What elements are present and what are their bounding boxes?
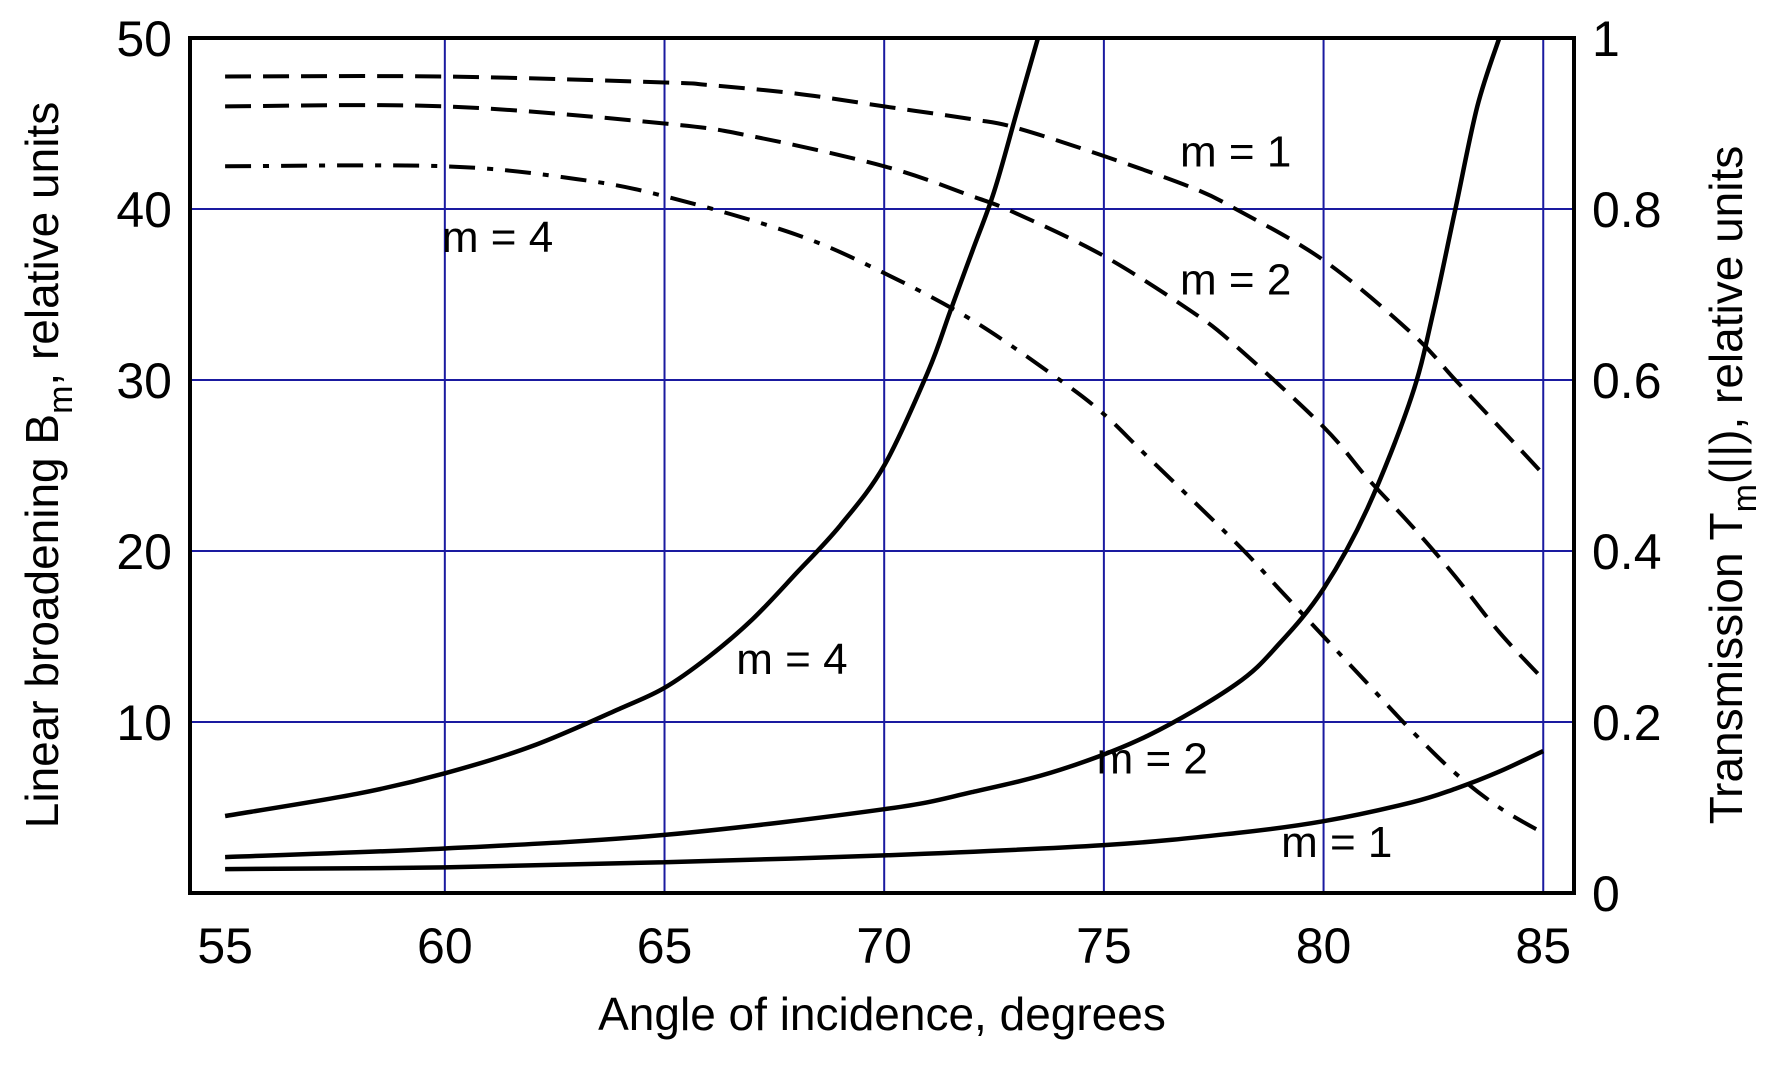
y-left-tick-label: 40 xyxy=(116,182,172,238)
y-left-tick-label: 30 xyxy=(116,353,172,409)
y-right-tick-label: 0 xyxy=(1592,866,1620,922)
x-tick-label: 65 xyxy=(637,918,693,974)
grid xyxy=(190,38,1574,893)
series-dashed-m1 xyxy=(225,74,1545,476)
tick-labels: 55 60 65 70 75 80 85 10 20 30 40 50 0 0.2 0.4 0.6 0.8 1 xyxy=(116,11,1661,974)
series-solid-m1 xyxy=(225,749,1545,872)
y-right-tick-label: 0.8 xyxy=(1592,182,1662,238)
y-left-tick-label: 20 xyxy=(116,524,172,580)
curve-label: m = 4 xyxy=(736,635,847,684)
x-tick-label: 55 xyxy=(197,918,253,974)
y-axis-title-right: Transmission Tm(||), relative units xyxy=(1700,146,1764,825)
y-axis-title-left: Linear broadening Bm, relative units xyxy=(16,102,80,828)
x-axis-title: Angle of incidence, degrees xyxy=(598,988,1166,1040)
curve-label: m = 2 xyxy=(1180,256,1291,305)
series-dashed-m2 xyxy=(225,103,1545,681)
series-lines xyxy=(224,37,1545,872)
y-left-tick-label: 50 xyxy=(116,11,172,67)
x-tick-label: 85 xyxy=(1515,918,1571,974)
plot-frame xyxy=(188,36,1576,895)
x-tick-label: 60 xyxy=(417,918,473,974)
series-solid-m2 xyxy=(225,37,1502,860)
y-right-tick-label: 0.6 xyxy=(1592,353,1662,409)
x-tick-label: 70 xyxy=(856,918,912,974)
y-right-tick-label: 0.4 xyxy=(1592,524,1662,580)
y-left-tick-label: 10 xyxy=(116,695,172,751)
curve-label: m = 4 xyxy=(442,213,553,262)
series-solid-m4 xyxy=(224,37,1041,819)
y-right-tick-label: 0.2 xyxy=(1592,695,1662,751)
series-dashdot-m4 xyxy=(225,163,1545,835)
curve-label: m = 1 xyxy=(1281,818,1392,867)
y-right-tick-label: 1 xyxy=(1592,11,1620,67)
x-tick-label: 75 xyxy=(1076,918,1132,974)
curve-labels: m = 1 m = 2 m = 4 m = 4 m = 2 m = 1 xyxy=(442,127,1392,867)
x-tick-label: 80 xyxy=(1296,918,1352,974)
curve-label: m = 2 xyxy=(1097,734,1208,783)
curve-label: m = 1 xyxy=(1180,127,1291,176)
